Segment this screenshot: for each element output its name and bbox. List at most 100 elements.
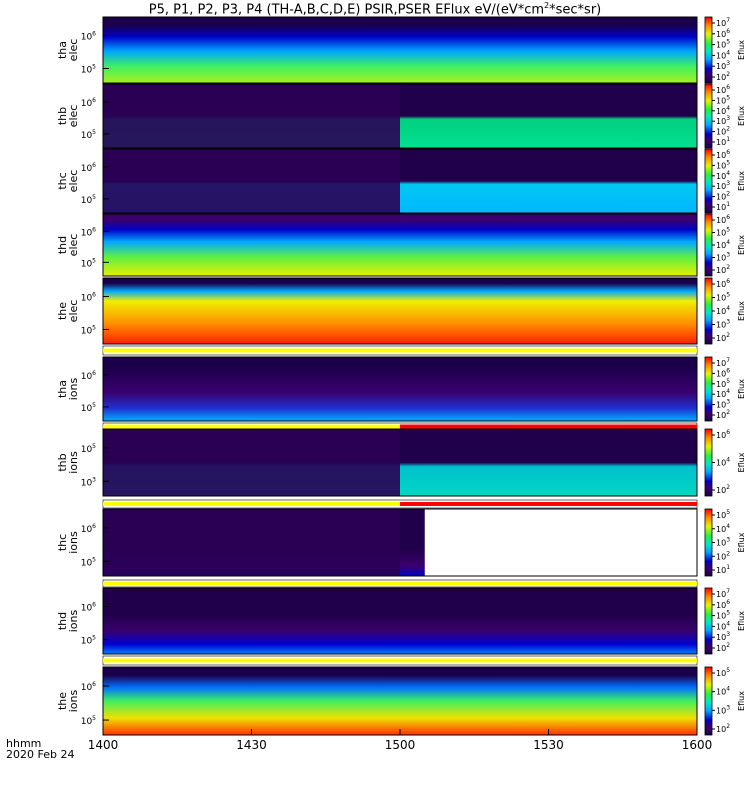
colorbar-tick-label: 105 — [716, 667, 730, 678]
colorbar-tick-label: 105 — [716, 159, 730, 170]
colorbar-tick-label: 102 — [716, 723, 730, 734]
panel-ylabel: thbelec — [56, 105, 80, 128]
colorbar — [704, 587, 713, 655]
status-segment-yellow — [103, 424, 400, 429]
ytick-label: 106 — [81, 226, 96, 238]
colorbar-title: Eflux — [737, 532, 746, 552]
panel-ylabel: thbions — [56, 451, 80, 474]
colorbar-tick-label: 107 — [716, 17, 730, 28]
colorbar-tick-label: 103 — [716, 180, 730, 191]
colorbar-title: Eflux — [737, 171, 746, 191]
colorbar-tick-label: 103 — [716, 115, 730, 126]
panel-ylabel: theions — [56, 689, 80, 712]
no-data-region — [424, 509, 697, 576]
panel-frame — [102, 356, 698, 422]
xtick-label: 1600 — [682, 738, 713, 752]
colorbar-tick-label: 103 — [716, 399, 730, 410]
colorbar — [704, 666, 713, 736]
panel-ylabel: thdions — [56, 609, 80, 632]
spectrogram-fill — [103, 214, 697, 276]
ytick-label: 105 — [81, 443, 96, 455]
colorbar-title: Eflux — [737, 40, 746, 60]
ytick-label: 106 — [81, 291, 96, 303]
colorbar-tick-label: 105 — [716, 94, 730, 105]
ytick-label: 105 — [81, 324, 96, 336]
xtick-label: 1430 — [236, 738, 267, 752]
colorbar-title: Eflux — [737, 611, 746, 631]
colorbar-tick-label: 104 — [716, 388, 730, 399]
colorbar-tick-label: 106 — [716, 599, 730, 610]
colorbar-title: Eflux — [737, 106, 746, 126]
colorbar-tick-label: 105 — [716, 39, 730, 50]
panel-ylabel: thaelec — [56, 39, 80, 62]
time-axis-caption: hhmm 2020 Feb 24 — [6, 738, 74, 760]
status-bar — [102, 579, 698, 588]
colorbar-tick-label: 104 — [716, 620, 730, 631]
colorbar — [704, 83, 713, 149]
colorbar-tick-label: 102 — [716, 409, 730, 420]
sparse-data-region — [103, 149, 400, 213]
panel-ylabel: thaions — [56, 377, 80, 400]
status-bar — [102, 345, 698, 356]
title-text-pre: P5, P1, P2, P3, P4 (TH-A,B,C,D,E) PSIR,P… — [148, 2, 545, 18]
ytick-label: 106 — [81, 523, 96, 535]
title-superscript: 2 — [544, 1, 550, 10]
status-segment-yellow — [103, 348, 697, 353]
ytick-label: 105 — [81, 402, 96, 414]
ytick-label: 106 — [81, 681, 96, 693]
status-bar — [102, 655, 698, 666]
panel-ylabel: thcions — [56, 531, 80, 554]
colorbar-title: Eflux — [737, 691, 746, 711]
colorbar-tick-label: 102 — [716, 550, 730, 561]
ytick-label: 106 — [81, 370, 96, 382]
colorbar-tick-label: 103 — [716, 537, 730, 548]
colorbar-tick-label: 103 — [716, 631, 730, 642]
ytick-label: 106 — [81, 601, 96, 613]
status-segment-yellow — [103, 581, 697, 586]
colorbar-tick-label: 105 — [716, 227, 730, 238]
colorbar-tick-label: 102 — [716, 71, 730, 82]
colorbar-tick-label: 102 — [716, 484, 730, 495]
colorbar-tick-label: 104 — [716, 686, 730, 697]
spectrogram-fill — [103, 357, 697, 421]
colorbar — [704, 16, 713, 84]
colorbar-tick-label: 105 — [716, 610, 730, 621]
status-segment-red — [400, 502, 697, 506]
colorbar-title: Eflux — [737, 301, 746, 321]
colorbar-tick-label: 101 — [716, 201, 730, 212]
colorbar-tick-label: 104 — [716, 523, 730, 534]
panel-frame — [102, 16, 698, 84]
colorbar — [704, 508, 713, 577]
colorbar-title: Eflux — [737, 379, 746, 399]
colorbar-tick-label: 103 — [716, 319, 730, 330]
colorbar-tick-label: 104 — [716, 457, 730, 468]
colorbar-tick-label: 101 — [716, 136, 730, 147]
colorbar-tick-label: 103 — [716, 252, 730, 263]
colorbar-tick-label: 106 — [716, 149, 730, 160]
colorbar-tick-label: 105 — [716, 292, 730, 303]
colorbar-tick-label: 104 — [716, 49, 730, 60]
colorbar-tick-label: 107 — [716, 357, 730, 368]
colorbar-tick-label: 106 — [716, 214, 730, 225]
colorbar-tick-label: 102 — [716, 264, 730, 275]
colorbar-tick-label: 103 — [716, 60, 730, 71]
colorbar-tick-label: 102 — [716, 126, 730, 137]
ytick-label: 106 — [81, 162, 96, 174]
status-segment-yellow — [103, 658, 697, 663]
ytick-label: 105 — [81, 129, 96, 141]
title-text-post: *sec*sr) — [549, 2, 602, 18]
colorbar-tick-label: 106 — [716, 84, 730, 95]
colorbar — [704, 213, 713, 277]
spectrogram-fill — [103, 17, 697, 83]
ytick-label: 106 — [81, 30, 96, 42]
colorbar-tick-label: 104 — [716, 105, 730, 116]
